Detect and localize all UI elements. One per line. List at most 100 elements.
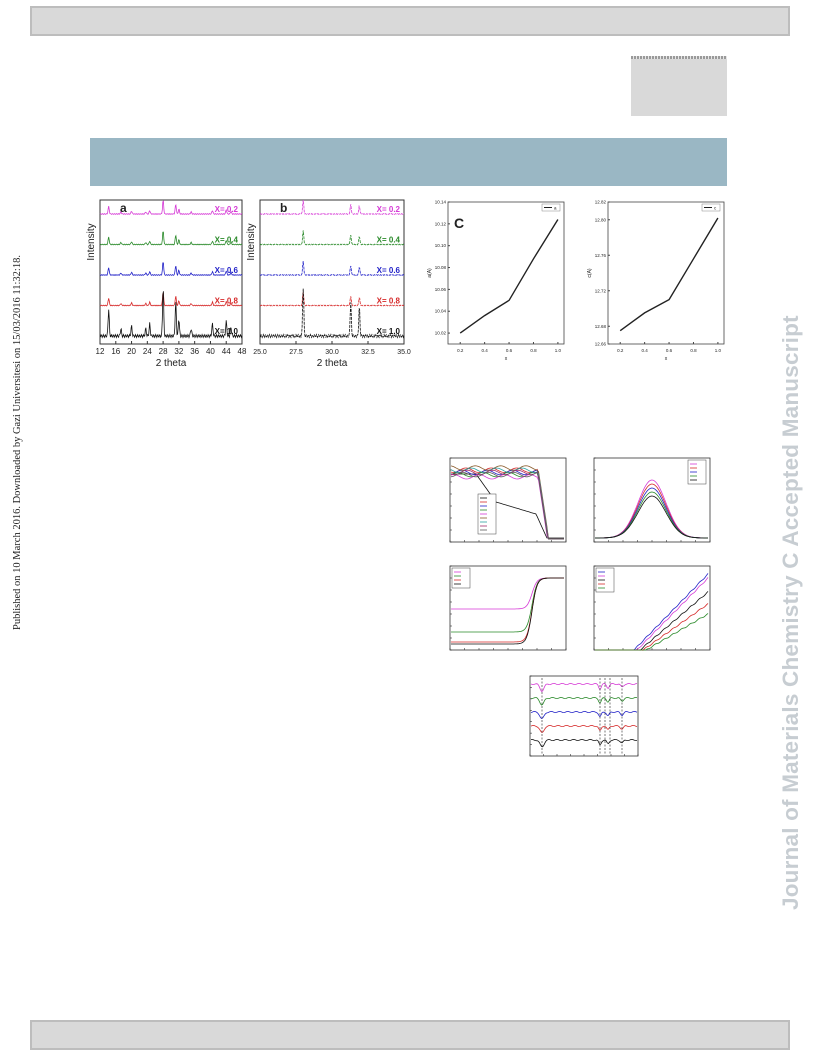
footer-bar bbox=[30, 1020, 790, 1050]
x-axis-label: 2 theta bbox=[317, 358, 348, 369]
series-line bbox=[259, 199, 405, 215]
small-panel-3 bbox=[446, 564, 570, 658]
series-line bbox=[99, 262, 243, 277]
x-tick-label: 0.4 bbox=[641, 348, 648, 353]
x-tick-label: 24 bbox=[143, 347, 152, 356]
small-chart-5 bbox=[529, 675, 639, 757]
small-panel-4 bbox=[590, 564, 714, 658]
series-line bbox=[530, 710, 638, 719]
plot-frame bbox=[447, 201, 565, 345]
y-tick-label: 10.10 bbox=[435, 243, 447, 248]
plot-frame bbox=[99, 199, 243, 345]
x-tick-label: 1.0 bbox=[715, 348, 722, 353]
small-panel-1 bbox=[446, 456, 570, 550]
x-tick-label: 44 bbox=[222, 347, 231, 356]
x-axis-label: x bbox=[505, 356, 508, 362]
series-label: X= 0.6 bbox=[377, 266, 401, 275]
small-chart-2 bbox=[593, 457, 711, 543]
series-line bbox=[530, 738, 638, 748]
y-tick-label: 12.68 bbox=[595, 324, 607, 329]
series-line bbox=[595, 491, 708, 539]
x-tick-label: 32.5 bbox=[361, 349, 375, 356]
series-line bbox=[99, 200, 243, 215]
x-axis-label: 2 theta bbox=[156, 358, 187, 369]
title-band bbox=[90, 138, 727, 186]
x-tick-label: 25.0 bbox=[253, 349, 267, 356]
small-chart-1 bbox=[449, 457, 567, 543]
xrd-panel-b: X= 0.2 X= 0.4 X= 0.6 X= 0.8 X= 1.0 25.0 27.5 30… bbox=[244, 196, 411, 374]
series-line bbox=[451, 473, 564, 539]
small-chart-4 bbox=[593, 565, 711, 651]
series-line bbox=[595, 495, 708, 539]
series-line bbox=[259, 261, 405, 276]
series-label: X= 0.2 bbox=[215, 205, 239, 214]
series-line bbox=[595, 487, 708, 539]
y-tick-label: 10.14 bbox=[435, 200, 447, 205]
x-tick-label: 0.6 bbox=[506, 348, 513, 353]
series-line bbox=[99, 292, 243, 307]
y-tick-label: 12.72 bbox=[595, 288, 607, 293]
series-line bbox=[451, 577, 564, 645]
plot-frame bbox=[449, 457, 567, 543]
series-line bbox=[595, 591, 709, 651]
x-tick-label: 30.0 bbox=[325, 349, 339, 356]
series-label: X= 0.2 bbox=[377, 205, 401, 214]
journal-watermark: Journal of Materials Chemistry C Accepte… bbox=[778, 315, 803, 910]
x-tick-label: 32 bbox=[174, 347, 183, 356]
x-tick-label: 0.2 bbox=[457, 348, 464, 353]
lattice-a-panel: 0.2 0.4 0.6 0.8 1.0 10.02 10.04 10.06 10.08 10.10… bbox=[424, 196, 574, 368]
series-line bbox=[530, 724, 638, 733]
journal-logo-placeholder bbox=[631, 56, 727, 116]
x-tick-label: 36 bbox=[190, 347, 199, 356]
series-label: X= 0.8 bbox=[377, 297, 401, 306]
x-tick-label: 0.6 bbox=[666, 348, 673, 353]
series-label: X= 0.4 bbox=[215, 236, 239, 245]
series-line bbox=[530, 682, 638, 693]
series-label: X= 0.6 bbox=[215, 266, 239, 275]
series-line bbox=[595, 603, 709, 651]
x-tick-label: 20 bbox=[127, 347, 136, 356]
x-tick-label: 0.8 bbox=[530, 348, 537, 353]
x-axis-label: x bbox=[665, 356, 668, 362]
y-tick-label: 10.02 bbox=[435, 331, 447, 336]
lattice-line bbox=[459, 219, 559, 334]
y-axis-label: c(A) bbox=[587, 268, 593, 278]
plot-frame bbox=[607, 201, 725, 345]
y-tick-label: 12.66 bbox=[595, 342, 607, 347]
x-tick-label: 12 bbox=[96, 347, 105, 356]
x-tick-label: 35.0 bbox=[397, 349, 411, 356]
legend-entry: a bbox=[554, 206, 557, 211]
x-tick-label: 27.5 bbox=[289, 349, 303, 356]
series-line bbox=[450, 472, 564, 540]
x-tick-label: 1.0 bbox=[555, 348, 562, 353]
series-line bbox=[530, 696, 638, 706]
series-line bbox=[259, 291, 405, 307]
xrd-panel-a: X= 0.2 X= 0.4 X= 0.6 X= 0.8 X= 1.0 12 16 20 24 28… bbox=[84, 196, 247, 374]
lattice-line bbox=[619, 217, 719, 332]
series-line bbox=[595, 479, 708, 539]
y-tick-label: 10.08 bbox=[435, 265, 447, 270]
y-tick-label: 12.80 bbox=[595, 217, 607, 222]
lattice-a-chart: 0.2 0.4 0.6 0.8 1.0 10.02 10.04 10.06 10.08 10.10… bbox=[427, 200, 565, 362]
panel-letter: C bbox=[454, 215, 464, 231]
x-tick-label: 48 bbox=[238, 347, 247, 356]
header-bar bbox=[30, 6, 790, 36]
plot-frame bbox=[529, 675, 639, 757]
series-label: X= 1.0 bbox=[377, 327, 401, 336]
xrd-chart-b: X= 0.2 X= 0.4 X= 0.6 X= 0.8 X= 1.0 25.0 27.5 30… bbox=[246, 199, 411, 369]
series-line bbox=[259, 230, 405, 246]
y-tick-label: 10.06 bbox=[435, 287, 447, 292]
logo-strip bbox=[631, 56, 727, 59]
series-label: X= 1.0 bbox=[215, 327, 239, 336]
x-tick-label: 28 bbox=[159, 347, 168, 356]
x-tick-label: 40 bbox=[206, 347, 215, 356]
x-tick-label: 0.4 bbox=[481, 348, 488, 353]
series-line bbox=[99, 231, 243, 246]
lattice-c-chart: 0.2 0.4 0.6 0.8 1.0 12.66 12.68 12.72 12.76 12.80… bbox=[587, 200, 725, 362]
small-panel-2 bbox=[590, 456, 714, 550]
x-tick-label: 16 bbox=[111, 347, 120, 356]
y-axis-label: a(A) bbox=[427, 268, 433, 278]
small-chart-3 bbox=[449, 565, 567, 651]
small-panel-5 bbox=[526, 674, 642, 764]
series-line bbox=[595, 613, 709, 651]
